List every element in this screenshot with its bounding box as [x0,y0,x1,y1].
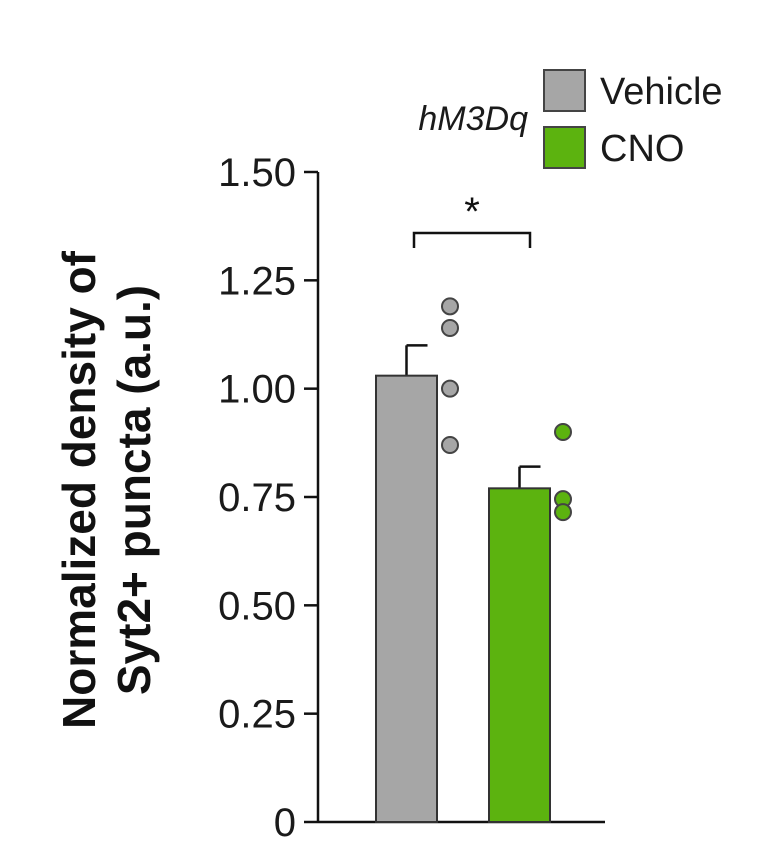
legend-swatch-cno [543,126,586,169]
y-ticks: 0 0.25 0.50 0.75 1.00 1.25 1.50 [218,151,318,841]
data-point-vehicle [441,379,459,398]
y-tick-label: 0 [274,801,296,841]
data-point-cno [554,503,572,522]
bars [375,344,551,823]
bracket-line [412,231,532,248]
y-tick-label: 1.25 [218,259,296,303]
data-point-vehicle [441,436,459,454]
data-point-vehicle [441,297,459,316]
significance-bracket: * [412,190,532,248]
y-axis-label-line1: Normalized density of [53,250,105,729]
legend-label-vehicle: Vehicle [600,71,723,113]
y-tick-label: 1.50 [218,151,296,195]
legend-group-label: hM3Dq [418,100,528,138]
legend-label-cno: CNO [600,128,684,170]
y-axis-label: Normalized density of Syt2+ puncta (a.u.… [53,250,160,729]
legend-swatch-vehicle [543,69,586,112]
bar-cno [488,487,551,823]
y-tick-label: 1.00 [218,368,296,412]
y-axis-label-line2: Syt2+ puncta (a.u.) [108,285,160,695]
legend: hM3Dq Vehicle CNO [418,69,723,170]
bar-vehicle [375,374,438,823]
data-point-cno [554,423,572,441]
data-points [441,297,572,522]
significance-star: * [464,190,480,234]
y-tick-label: 0.25 [218,693,296,737]
y-tick-label: 0.50 [218,584,296,628]
data-point-vehicle [441,319,459,337]
y-tick-label: 0.75 [218,476,296,520]
